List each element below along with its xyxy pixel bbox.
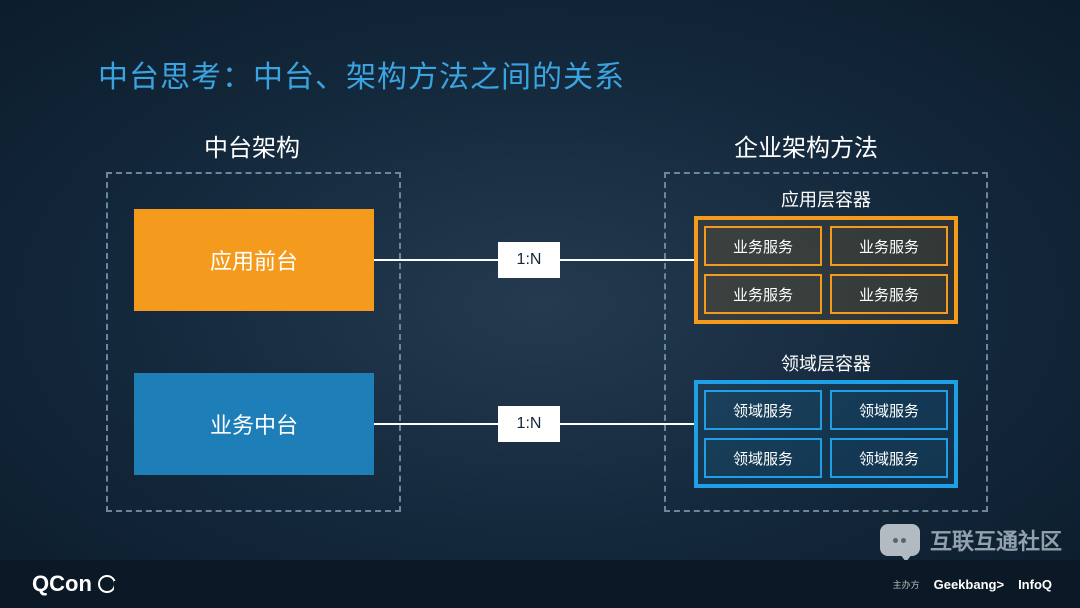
infoq-logo-text: InfoQ — [1018, 577, 1052, 592]
qcon-ring-icon — [98, 575, 116, 593]
app-layer-title: 应用层容器 — [694, 186, 958, 212]
watermark: 互联互通社区 — [880, 524, 1062, 556]
block-app-frontend: 应用前台 — [134, 209, 374, 311]
footer-bar: QCon 主办方 Geekbang> InfoQ — [0, 560, 1080, 608]
cell-label: 业务服务 — [733, 236, 793, 257]
cell-label: 业务服务 — [859, 236, 919, 257]
block-biz-midplatform: 业务中台 — [134, 373, 374, 475]
domain-layer-title: 领域层容器 — [694, 350, 958, 376]
cell-label: 领域服务 — [733, 448, 793, 469]
slide-title: 中台思考：中台、架构方法之间的关系 — [98, 52, 625, 96]
block-app-frontend-label: 应用前台 — [210, 244, 298, 276]
footer-small-text: 主办方 — [893, 578, 920, 591]
left-column-title: 中台架构 — [204, 128, 300, 163]
cell-label: 业务服务 — [733, 284, 793, 305]
right-column-title: 企业架构方法 — [734, 128, 878, 163]
app-layer-grid: 业务服务 业务服务 业务服务 业务服务 — [704, 226, 948, 314]
app-service-cell: 业务服务 — [704, 274, 822, 314]
domain-service-cell: 领域服务 — [704, 390, 822, 430]
block-biz-midplatform-label: 业务中台 — [210, 408, 298, 440]
qcon-logo-text: QCon — [32, 571, 92, 597]
footer-right: 主办方 Geekbang> InfoQ — [893, 577, 1052, 592]
chat-bubble-icon — [880, 524, 920, 556]
watermark-text: 互联互通社区 — [930, 524, 1062, 556]
domain-service-cell: 领域服务 — [830, 390, 948, 430]
cell-label: 领域服务 — [859, 448, 919, 469]
domain-service-cell: 领域服务 — [704, 438, 822, 478]
domain-service-cell: 领域服务 — [830, 438, 948, 478]
cell-label: 领域服务 — [733, 400, 793, 421]
qcon-logo: QCon — [32, 571, 116, 597]
domain-layer-grid: 领域服务 领域服务 领域服务 领域服务 — [704, 390, 948, 478]
ratio-badge-top: 1:N — [498, 242, 560, 278]
app-service-cell: 业务服务 — [704, 226, 822, 266]
ratio-badge-bottom: 1:N — [498, 406, 560, 442]
slide: 中台思考：中台、架构方法之间的关系 中台架构 企业架构方法 1:N 1:N 应用… — [0, 0, 1080, 608]
app-service-cell: 业务服务 — [830, 226, 948, 266]
cell-label: 领域服务 — [859, 400, 919, 421]
app-service-cell: 业务服务 — [830, 274, 948, 314]
cell-label: 业务服务 — [859, 284, 919, 305]
geekbang-logo-text: Geekbang> — [934, 577, 1004, 592]
